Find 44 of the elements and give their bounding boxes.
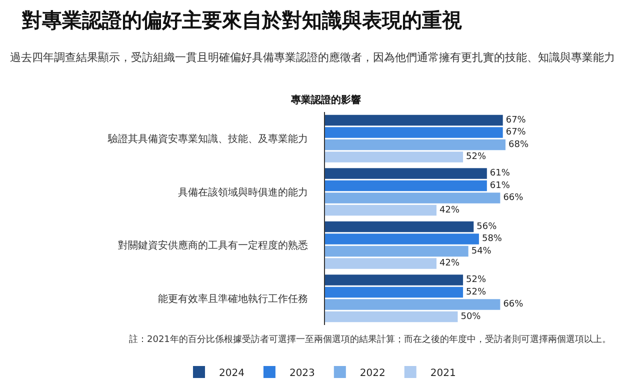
data-label: 54% <box>471 246 492 256</box>
y-tick-label: 具備在該領域與時俱進的能力 <box>178 186 308 198</box>
data-label: 52% <box>466 275 486 285</box>
bar <box>325 286 464 298</box>
data-label: 52% <box>466 152 486 162</box>
bar <box>325 221 474 232</box>
bar <box>325 139 506 150</box>
bar <box>325 274 464 286</box>
bar <box>325 114 503 126</box>
data-label: 67% <box>506 115 526 126</box>
bar <box>325 258 436 269</box>
bar <box>325 192 500 204</box>
legend-label: 2022 <box>360 368 386 379</box>
bar <box>325 152 464 162</box>
data-label: 42% <box>439 258 460 268</box>
data-label: 68% <box>508 140 529 150</box>
y-tick-label: 能更有效率且準確地執行工作任務 <box>158 292 308 305</box>
bar <box>325 246 468 257</box>
text: 專業認證的影響 <box>290 94 361 106</box>
data-label: 56% <box>476 222 498 232</box>
data-label: 50% <box>460 312 482 322</box>
data-label: 52% <box>466 287 486 298</box>
bar <box>325 180 487 192</box>
y-tick-label: 對關鍵資安供應商的工具有一定程度的熟悉 <box>118 240 308 252</box>
data-label: 42% <box>439 205 460 216</box>
bar <box>325 168 487 179</box>
legend-label: 2021 <box>430 368 456 379</box>
bar <box>325 311 458 322</box>
legend-label: 2024 <box>219 368 244 379</box>
data-label: 58% <box>482 234 502 244</box>
bar <box>325 299 500 310</box>
bar <box>325 204 436 216</box>
chart-title: 對專業認證的偏好主要來自於對知識與表現的重視 <box>21 8 462 32</box>
data-label: 66% <box>503 300 524 310</box>
text: 註：2021年的百分比係根據受訪者可選擇一至兩個選項的結果計算；而在之後的年度中，受訪者則可選擇兩個選項以上。 <box>129 334 611 345</box>
data-label: 61% <box>490 180 510 191</box>
y-tick-label: 驗證其具備資安專業知識、技能、及專業能力 <box>107 133 308 146</box>
data-label: 61% <box>490 168 510 178</box>
data-label: 66% <box>503 193 524 203</box>
chart-subtitle: 過去四年調查結果顯示，受訪組織一貫且明確偏好具備專業認證的應徵者，因為他們通常擁有更扎實的技能、知識與專業能力 <box>10 51 615 64</box>
bar <box>325 127 503 138</box>
bar <box>325 234 479 244</box>
data-label: 67% <box>506 128 526 138</box>
legend-label: 2023 <box>289 368 315 379</box>
